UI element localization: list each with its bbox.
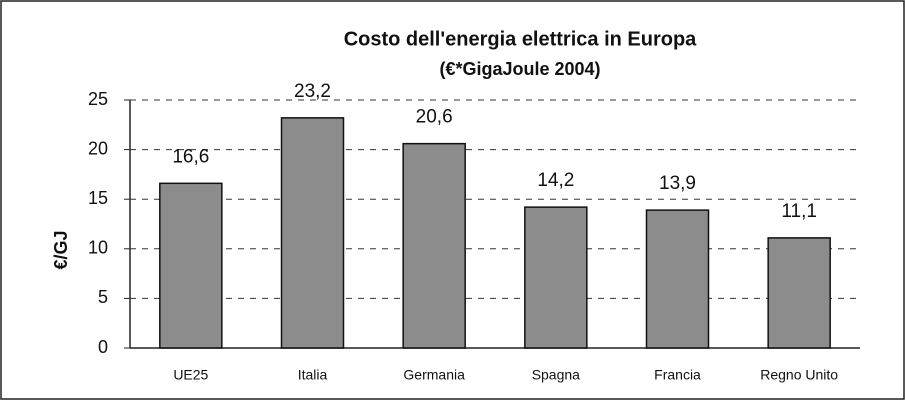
y-tick-label: 5: [98, 287, 108, 307]
x-tick-label: Germania: [403, 367, 465, 383]
bar: [645, 209, 710, 349]
bar: [159, 182, 223, 349]
y-tick-label: 10: [88, 238, 108, 258]
value-label: 20,6: [416, 107, 453, 128]
value-label: 11,1: [781, 201, 817, 222]
x-tick-label: Regno Unito: [760, 367, 838, 383]
y-tick-label: 20: [88, 138, 108, 158]
value-label: 23,2: [294, 81, 331, 102]
x-tick-label: Francia: [654, 367, 701, 383]
y-axis-label: €/GJ: [51, 230, 71, 269]
value-label: 13,9: [659, 173, 696, 194]
y-tick-label: 0: [98, 337, 108, 357]
x-tick-label: Italia: [298, 367, 328, 383]
y-tick-label: 25: [88, 89, 108, 109]
bar: [402, 142, 466, 349]
x-tick-label: Spagna: [532, 367, 580, 383]
value-label: 16,6: [172, 146, 209, 167]
y-tick-label: 15: [88, 188, 108, 208]
value-label: 14,2: [537, 170, 574, 191]
bar: [767, 237, 831, 349]
bar: [280, 117, 345, 349]
bar: [524, 206, 588, 349]
chart-title: Costo dell'energia elettrica in Europa: [344, 28, 697, 50]
x-tick-label: UE25: [173, 367, 208, 383]
chart-subtitle: (€*GigaJoule 2004): [439, 59, 600, 79]
